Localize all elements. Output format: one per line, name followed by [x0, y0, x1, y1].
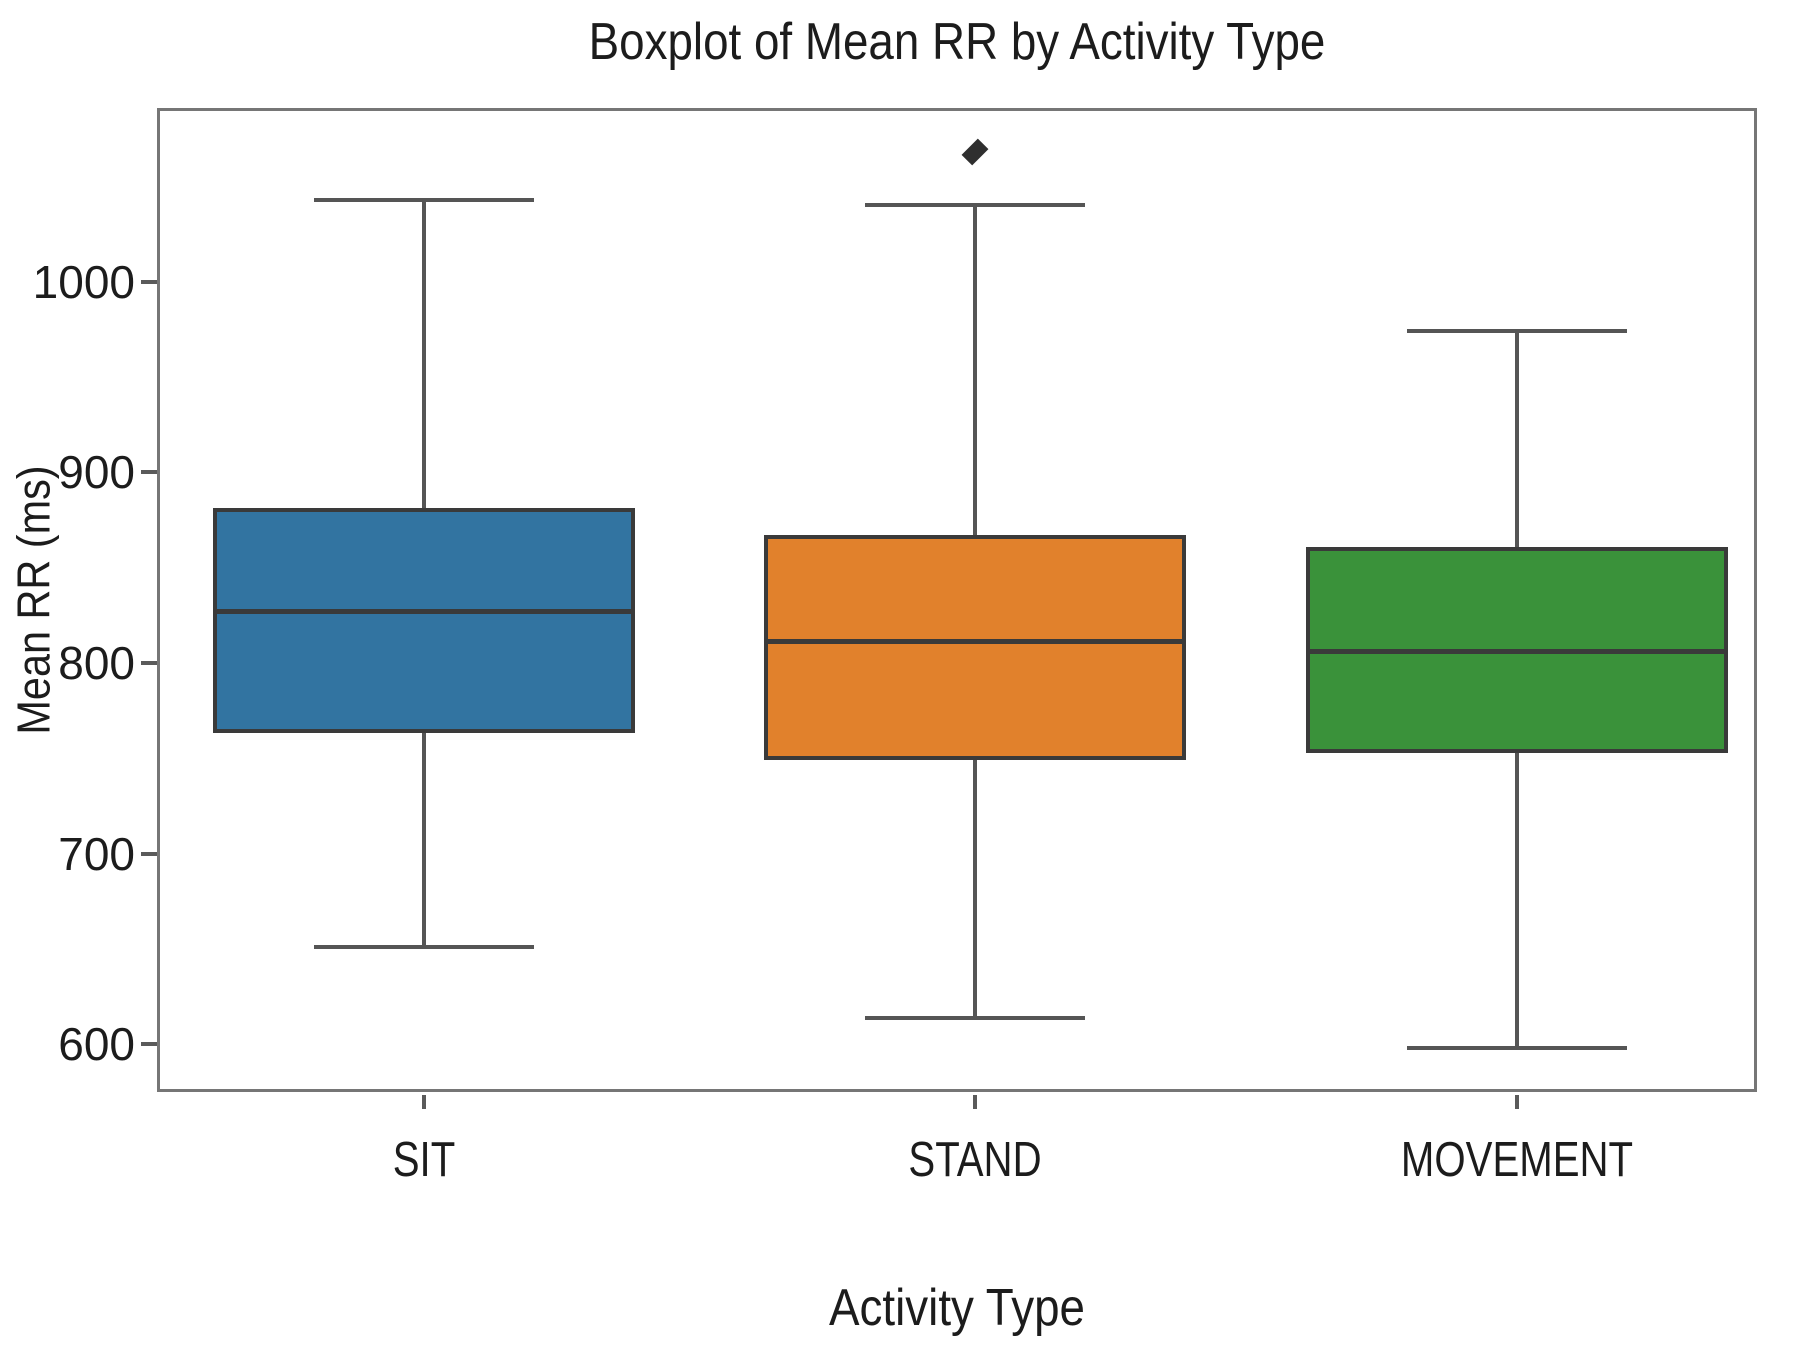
- whisker-upper-line: [1515, 331, 1519, 547]
- y-tick-mark: [141, 470, 157, 475]
- median-line: [767, 639, 1182, 645]
- whisker-lower-cap: [314, 945, 535, 950]
- chart-title: Boxplot of Mean RR by Activity Type: [588, 13, 1326, 71]
- y-tick-label: 900: [58, 446, 135, 499]
- y-tick-mark: [141, 660, 157, 665]
- whisker-upper-cap: [1407, 329, 1627, 334]
- x-tick-mark: [422, 1095, 427, 1109]
- y-tick-mark: [141, 279, 157, 284]
- y-tick-mark: [141, 1042, 157, 1047]
- median-line: [217, 608, 632, 614]
- median-line: [1310, 648, 1724, 654]
- x-tick-mark: [1515, 1095, 1519, 1109]
- x-tick-label-sit: SIT: [392, 1133, 456, 1187]
- box-stand: [763, 535, 1186, 761]
- x-tick-label-movement: MOVEMENT: [1400, 1133, 1634, 1187]
- whisker-upper-cap: [314, 197, 535, 202]
- whisker-lower-line: [1515, 752, 1519, 1049]
- whisker-lower-cap: [1407, 1046, 1627, 1051]
- box-sit: [213, 508, 636, 734]
- y-tick-label: 800: [58, 636, 135, 689]
- y-tick-mark: [141, 851, 157, 856]
- whisker-lower-cap: [864, 1015, 1085, 1020]
- whisker-lower-line: [972, 760, 977, 1018]
- y-tick-label: 1000: [32, 255, 135, 308]
- whisker-upper-line: [972, 205, 977, 536]
- x-axis-label: Activity Type: [828, 1279, 1086, 1337]
- x-tick-mark: [972, 1095, 977, 1109]
- y-axis-label: Mean RR (ms): [8, 465, 60, 735]
- whisker-lower-line: [422, 733, 427, 948]
- y-tick-label: 600: [58, 1018, 135, 1071]
- whisker-upper-cap: [864, 203, 1085, 208]
- whisker-upper-line: [422, 199, 427, 509]
- y-tick-label: 700: [58, 827, 135, 880]
- x-tick-label-stand: STAND: [907, 1133, 1042, 1187]
